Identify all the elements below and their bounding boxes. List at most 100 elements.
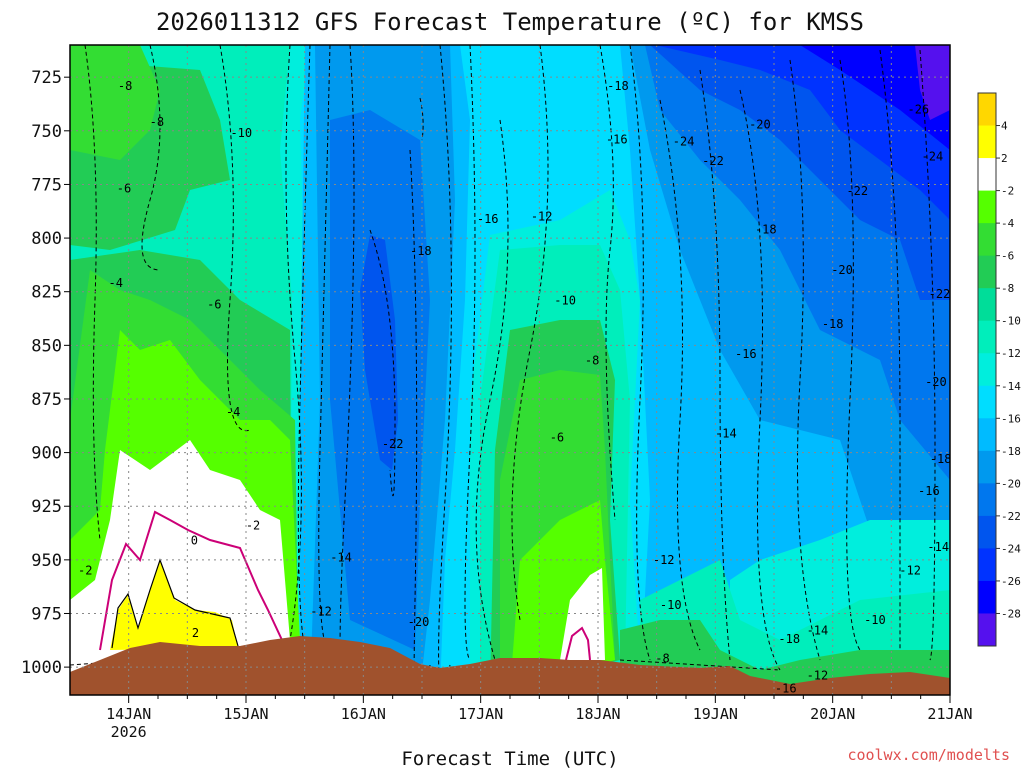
contour-line <box>511 45 549 621</box>
contour-line <box>318 45 331 651</box>
x-tick-label: 18JAN <box>575 705 620 723</box>
colorbar-swatch <box>978 255 996 289</box>
y-tick-label: 1000 <box>21 658 62 678</box>
y-tick-label: 725 <box>31 68 62 88</box>
contour-labels: -8-8-10-6-4-6-4-202-2-14-12-20-22-18-16-… <box>78 79 952 696</box>
freezing-line <box>99 510 283 651</box>
x-axis: 14JAN 15JAN 16JAN 17JAN 18JAN 19JAN 20JAN 21JAN… <box>106 695 973 741</box>
chart-title: 2026011312 GFS Forecast Temperature (ºC)… <box>156 8 864 36</box>
x-tick-label: 17JAN <box>458 705 503 723</box>
contour-label: -4 <box>109 276 123 290</box>
colorbar-label: -16 <box>1001 412 1021 425</box>
y-tick-label: 950 <box>31 551 62 571</box>
grid-lines <box>70 45 950 695</box>
band-m26-far <box>800 45 950 150</box>
contour-line <box>839 59 861 651</box>
contour-line <box>475 119 509 661</box>
contour-label: -6 <box>117 182 131 196</box>
contour-label: -16 <box>735 347 757 361</box>
contour-line <box>285 45 302 641</box>
contour-label: -22 <box>382 437 404 451</box>
contour-label: -22 <box>929 287 951 301</box>
colorbar-swatch <box>978 613 996 647</box>
contour-label: -8 <box>655 652 669 666</box>
colorbar-swatch <box>978 515 996 549</box>
colorbar-swatch <box>978 483 996 517</box>
contour-label: -10 <box>230 126 252 140</box>
colorbar-label: -8 <box>1001 282 1014 295</box>
y-tick-label: 925 <box>31 497 62 517</box>
contour-line <box>789 59 821 661</box>
contour-label: -22 <box>846 184 868 198</box>
contour-label: -16 <box>775 682 797 696</box>
plot-area: -8-8-10-6-4-6-4-202-2-14-12-20-22-18-16-… <box>70 45 952 696</box>
contour-label: -18 <box>755 222 777 236</box>
colorbar-swatch <box>978 288 996 322</box>
x-tick-label: 15JAN <box>223 705 268 723</box>
colorbar-swatch <box>978 450 996 484</box>
contour-label: -12 <box>653 553 675 567</box>
contour-line <box>297 45 311 651</box>
colorbar-label: -24 <box>1001 542 1021 555</box>
ground-surface <box>70 636 950 695</box>
colorbar-swatch <box>978 223 996 257</box>
y-tick-label: 750 <box>31 122 62 142</box>
contour-label: -4 <box>226 405 240 419</box>
contour-label: -20 <box>831 263 853 277</box>
colorbar-swatch <box>978 158 996 192</box>
freezing-line-2 <box>565 626 591 661</box>
contour-line <box>659 99 701 651</box>
colorbar-swatch <box>978 353 996 387</box>
contour-label: -8 <box>585 353 599 367</box>
contour-label: -24 <box>673 135 695 149</box>
contour-line <box>599 45 616 521</box>
contour-label: -16 <box>918 484 940 498</box>
contour-label: -14 <box>715 426 737 440</box>
contour-line <box>919 49 936 661</box>
contour-label: -24 <box>922 150 944 164</box>
contour-line <box>619 659 781 671</box>
colorbar-swatch <box>978 190 996 224</box>
contour-label: -14 <box>330 551 352 565</box>
colorbar-label: -18 <box>1001 445 1021 458</box>
contour-line <box>879 49 901 650</box>
y-tick-label: 800 <box>31 229 62 249</box>
contour-label: -14 <box>807 624 829 638</box>
contour-label: -20 <box>749 117 771 131</box>
contour-label: -8 <box>150 115 164 129</box>
colorbar-label: 4 <box>1001 120 1008 133</box>
contour-lines <box>70 45 936 695</box>
contour-label: -14 <box>927 540 949 554</box>
x-tick-label: 19JAN <box>693 705 738 723</box>
x-year-label: 2026 <box>111 723 147 741</box>
contour-label: -18 <box>410 244 432 258</box>
contour-line <box>409 149 431 695</box>
x-tick-label: 20JAN <box>810 705 855 723</box>
contour-label: -16 <box>477 212 499 226</box>
contour-label: -26 <box>907 102 929 116</box>
contour-line <box>339 45 361 695</box>
contour-label: -10 <box>660 598 682 612</box>
contour-label: -18 <box>607 79 629 93</box>
y-tick-label: 825 <box>31 283 62 303</box>
contour-line <box>84 45 101 541</box>
contour-label: -18 <box>930 452 952 466</box>
colorbar-swatch <box>978 548 996 582</box>
colorbar-label: -22 <box>1001 510 1021 523</box>
plus2-line <box>111 558 239 649</box>
x-axis-label: Forecast Time (UTC) <box>401 748 618 768</box>
contour-line <box>369 229 396 497</box>
contour-label: -20 <box>408 615 430 629</box>
band-p2 <box>110 560 238 650</box>
contour-line <box>219 45 251 432</box>
colorbar-label: -20 <box>1001 477 1021 490</box>
contour-line <box>141 45 161 271</box>
y-tick-label: 875 <box>31 390 62 410</box>
y-tick-label: 975 <box>31 604 62 624</box>
band-m22-core <box>360 235 398 470</box>
contour-label: 0 <box>191 534 198 548</box>
contour-label: -18 <box>778 632 800 646</box>
contour-label: -12 <box>531 210 553 224</box>
y-tick-label: 850 <box>31 336 62 356</box>
